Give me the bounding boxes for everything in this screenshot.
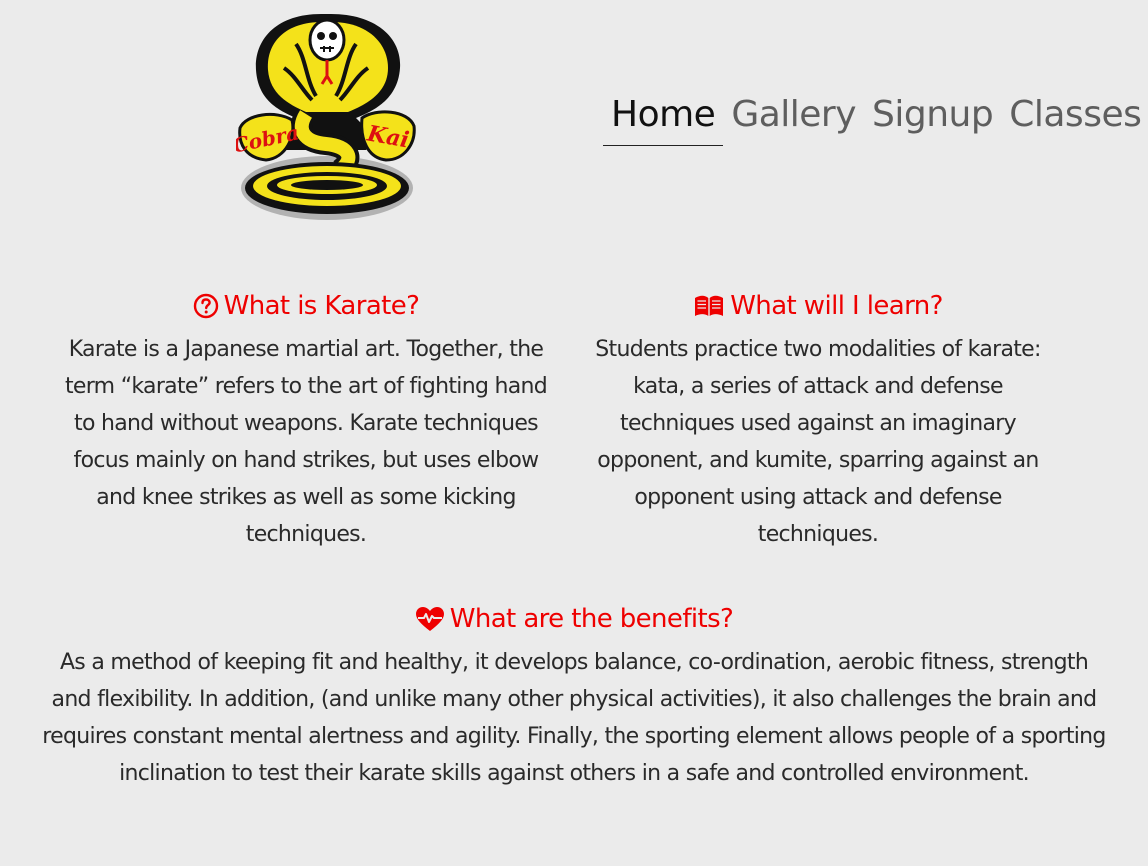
heartbeat-icon — [415, 607, 444, 631]
nav-gallery[interactable]: Gallery — [731, 94, 857, 135]
nav-home[interactable]: Home — [603, 90, 724, 146]
section-body-text: Students practice two modalities of kara… — [595, 337, 1041, 547]
section-title-text: What is Karate? — [223, 291, 420, 321]
section-what-will-i-learn: What will I learn? Students practice two… — [578, 291, 1058, 553]
section-title-text: What are the benefits? — [449, 604, 734, 634]
section-title-text: What will I learn? — [730, 291, 943, 321]
question-circle-icon — [193, 293, 218, 319]
site-header: Cobra Kai Home Gallery Signup Classes — [0, 0, 1148, 230]
section-title-benefits: What are the benefits? — [40, 604, 1108, 634]
book-open-icon — [695, 295, 724, 316]
section-body-text: As a method of keeping fit and healthy, … — [42, 650, 1106, 786]
nav-classes[interactable]: Classes — [1009, 94, 1142, 135]
section-title-what-will-i-learn: What will I learn? — [578, 291, 1058, 321]
section-title-what-is-karate: What is Karate? — [62, 291, 550, 321]
main-nav: Home Gallery Signup Classes — [603, 90, 1148, 146]
section-what-is-karate: What is Karate? Karate is a Japanese mar… — [62, 291, 550, 553]
section-body-text: Karate is a Japanese martial art. Togeth… — [64, 337, 548, 547]
section-benefits: What are the benefits? As a method of ke… — [40, 604, 1108, 792]
nav-signup[interactable]: Signup — [872, 94, 994, 135]
cobra-kai-logo[interactable]: Cobra Kai — [236, 10, 418, 224]
